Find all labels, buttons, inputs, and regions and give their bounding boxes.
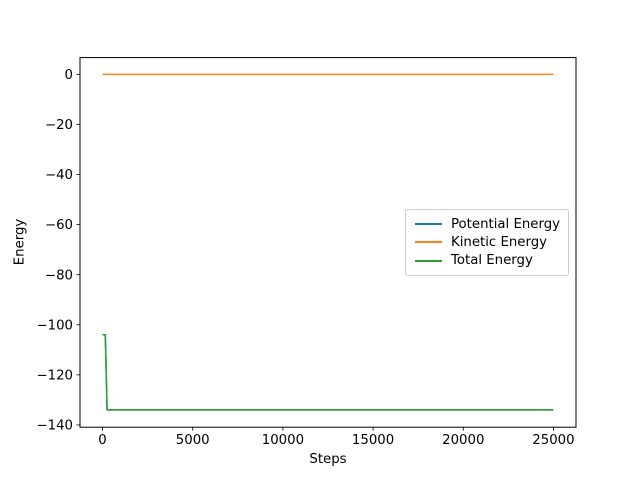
legend-swatch-total-energy xyxy=(415,259,442,262)
x-tick-label: 20000 xyxy=(442,433,484,448)
x-axis-label: Steps xyxy=(309,452,347,467)
y-axis-label: Energy xyxy=(12,218,28,266)
x-tick-label: 25000 xyxy=(532,433,574,448)
legend-swatch-kinetic-energy xyxy=(415,241,442,244)
x-tick-label: 15000 xyxy=(352,433,394,448)
legend-swatch-potential-energy xyxy=(415,223,442,226)
y-tick-label: −140 xyxy=(36,419,73,434)
legend-label-kinetic-energy: Kinetic Energy xyxy=(451,234,548,250)
y-tick-label: −100 xyxy=(36,318,73,333)
plot-border xyxy=(79,57,577,428)
y-tick-label: 0 xyxy=(65,68,73,83)
legend-label-total-energy: Total Energy xyxy=(451,253,533,269)
series-line-potential-energy xyxy=(102,334,554,411)
legend: Potential Energy Kinetic Energy Total En… xyxy=(405,209,569,276)
series-line-total-energy xyxy=(102,334,554,411)
y-tick-label: −80 xyxy=(45,268,73,283)
y-tick-label: −20 xyxy=(45,118,73,133)
legend-label-potential-energy: Potential Energy xyxy=(451,216,561,232)
x-tick-label: 5000 xyxy=(176,433,210,448)
y-tick-label: −120 xyxy=(36,368,73,383)
x-tick-label: 0 xyxy=(98,433,106,448)
x-tick-label: 10000 xyxy=(262,433,304,448)
legend-entry-potential-energy: Potential Energy xyxy=(415,215,560,233)
y-tick-label: −60 xyxy=(45,218,73,233)
legend-entry-kinetic-energy: Kinetic Energy xyxy=(415,233,560,251)
legend-entry-total-energy: Total Energy xyxy=(415,252,560,270)
y-tick-label: −40 xyxy=(45,168,73,183)
